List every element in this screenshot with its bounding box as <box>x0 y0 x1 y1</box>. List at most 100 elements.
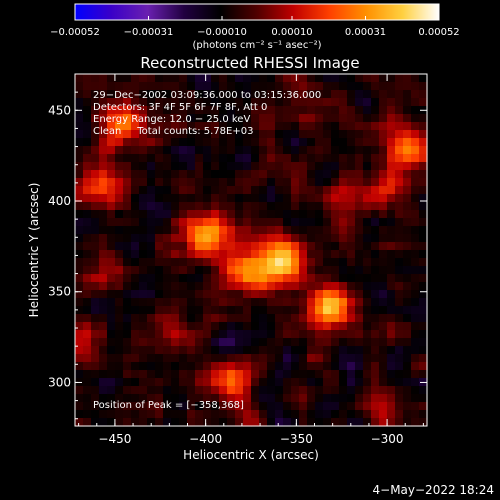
heatmap-cell <box>267 346 276 355</box>
heatmap-cell <box>99 122 108 131</box>
heatmap-cell <box>131 250 140 259</box>
heatmap-cell <box>371 394 380 403</box>
heatmap-cell <box>99 98 108 107</box>
heatmap-cell <box>107 322 116 331</box>
heatmap-cell <box>315 346 324 355</box>
heatmap-cell <box>107 266 116 275</box>
heatmap-cell <box>155 410 164 419</box>
heatmap-cell <box>419 306 428 315</box>
heatmap-cell <box>339 418 348 427</box>
heatmap-cell <box>363 242 372 251</box>
heatmap-cell <box>91 90 100 99</box>
heatmap-cell <box>187 74 196 83</box>
heatmap-cell <box>339 338 348 347</box>
heatmap-cell <box>315 282 324 291</box>
heatmap-cell <box>195 234 204 243</box>
heatmap-cell <box>371 330 380 339</box>
heatmap-cell <box>219 186 228 195</box>
heatmap-cell <box>251 402 260 411</box>
heatmap-cell <box>211 338 220 347</box>
heatmap-cell <box>251 122 260 131</box>
heatmap-cell <box>187 90 196 99</box>
heatmap-cell <box>387 178 396 187</box>
heatmap-cell <box>291 266 300 275</box>
heatmap-cell <box>355 306 364 315</box>
heatmap-cell <box>371 234 380 243</box>
heatmap-cell <box>347 330 356 339</box>
heatmap-cell <box>99 162 108 171</box>
heatmap-cell <box>395 282 404 291</box>
heatmap-cell <box>315 114 324 123</box>
heatmap-cell <box>315 410 324 419</box>
heatmap-cell <box>363 274 372 283</box>
heatmap-cell <box>155 138 164 147</box>
heatmap-cell <box>395 290 404 299</box>
heatmap-cell <box>107 402 116 411</box>
heatmap-cell <box>371 210 380 219</box>
heatmap-cell <box>347 98 356 107</box>
heatmap-cell <box>99 74 108 83</box>
heatmap-cell <box>395 234 404 243</box>
heatmap-cell <box>227 138 236 147</box>
heatmap-cell <box>315 162 324 171</box>
heatmap-cell <box>387 234 396 243</box>
heatmap-cell <box>131 386 140 395</box>
heatmap-cell <box>371 138 380 147</box>
heatmap-cell <box>131 378 140 387</box>
heatmap-cell <box>299 394 308 403</box>
heatmap-cell <box>131 178 140 187</box>
heatmap-cell <box>243 226 252 235</box>
heatmap-cell <box>99 138 108 147</box>
heatmap-cell <box>83 338 92 347</box>
annotation-block: 29−Dec−2002 03:09:36.000 to 03:15:36.000… <box>93 90 321 411</box>
heatmap-cell <box>363 258 372 267</box>
heatmap-cell <box>275 210 284 219</box>
heatmap-cell <box>275 394 284 403</box>
heatmap-cell <box>267 282 276 291</box>
heatmap-cell <box>75 194 84 203</box>
heatmap-cell <box>395 418 404 427</box>
heatmap-cell <box>235 210 244 219</box>
heatmap-cell <box>99 266 108 275</box>
heatmap-cell <box>171 250 180 259</box>
heatmap-cell <box>155 314 164 323</box>
heatmap-cell <box>187 202 196 211</box>
heatmap-cell <box>163 298 172 307</box>
heatmap-cell <box>115 98 124 107</box>
heatmap-cell <box>107 82 116 91</box>
heatmap-cell <box>331 402 340 411</box>
heatmap-cell <box>419 90 428 99</box>
heatmap-cell <box>419 146 428 155</box>
heatmap-cell <box>211 322 220 331</box>
heatmap-cell <box>131 170 140 179</box>
heatmap-cell <box>235 226 244 235</box>
heatmap-cell <box>331 394 340 403</box>
heatmap-cell <box>187 226 196 235</box>
heatmap-cell <box>411 114 420 123</box>
heatmap-cell <box>131 322 140 331</box>
heatmap-cell <box>291 210 300 219</box>
heatmap-cell <box>251 210 260 219</box>
heatmap-cell <box>243 194 252 203</box>
heatmap-cell <box>187 362 196 371</box>
heatmap-cell <box>203 338 212 347</box>
heatmap-cell <box>323 114 332 123</box>
heatmap-cell <box>387 258 396 267</box>
heatmap-cell <box>115 394 124 403</box>
heatmap-cell <box>211 258 220 267</box>
heatmap-cell <box>347 354 356 363</box>
heatmap-cell <box>123 354 132 363</box>
heatmap-cell <box>387 82 396 91</box>
heatmap-cell <box>299 250 308 259</box>
heatmap-cell <box>411 274 420 283</box>
heatmap-cell <box>187 186 196 195</box>
heatmap-cell <box>227 258 236 267</box>
heatmap-cell <box>323 186 332 195</box>
heatmap-cell <box>347 322 356 331</box>
heatmap-cell <box>259 274 268 283</box>
heatmap-cell <box>395 98 404 107</box>
heatmap-cell <box>403 114 412 123</box>
heatmap-cell <box>195 306 204 315</box>
heatmap-cell <box>243 122 252 131</box>
heatmap-cell <box>115 202 124 211</box>
